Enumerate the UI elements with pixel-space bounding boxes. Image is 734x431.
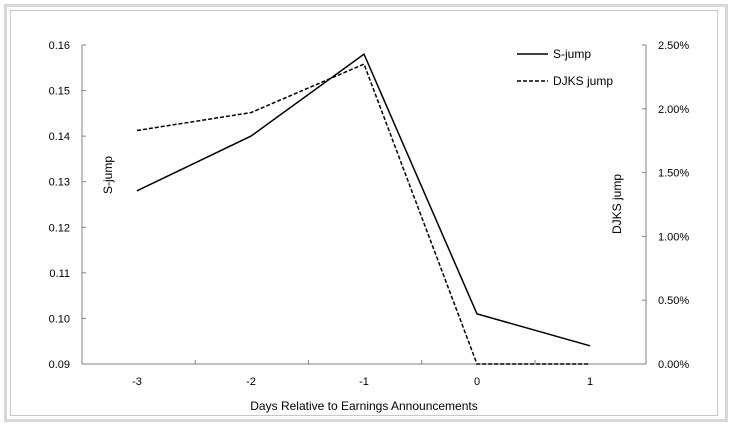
y-tick-label-left: 0.10 [49, 313, 70, 325]
chart-area-border [10, 10, 718, 416]
y-tick-label-left: 0.11 [49, 268, 70, 280]
legend-label: S-jump [553, 47, 591, 61]
x-axis-label: Days Relative to Earnings Announcements [250, 399, 477, 413]
axes: 0.16 0.15 0.14 0.13 0.12 0.11 0.10 0.09 2.50% 2.0… [49, 40, 690, 388]
x-tick-label: 1 [587, 376, 593, 388]
series-line-s-jump [136, 52, 591, 347]
y-tick-label-right: 2.00% [658, 104, 689, 116]
x-tick-label: -2 [246, 376, 256, 388]
y-tick-label-left: 0.15 [49, 86, 70, 98]
x-tick-label: -1 [359, 376, 369, 388]
y-tick-label-left: 0.09 [49, 359, 70, 371]
legend: S-jump DJKS jump [517, 47, 613, 88]
y-tick-label-right: 0.00% [658, 359, 689, 371]
series-line-djks-jump [136, 63, 590, 365]
y-tick-label-left: 0.14 [49, 131, 70, 143]
chart-frame [4, 4, 728, 422]
y-tick-label-left: 0.16 [49, 40, 70, 52]
y-tick-label-right: 0.50% [658, 295, 689, 307]
y-tick-label-left: 0.13 [49, 177, 70, 189]
series-lines [136, 52, 591, 365]
y-tick-label-right: 1.00% [658, 231, 689, 243]
y-axis-label-left: S-jump [101, 156, 115, 194]
legend-label: DJKS jump [553, 74, 613, 88]
y-tick-label-right: 2.50% [658, 40, 689, 52]
y-axis-label-right: DJKS jump [610, 174, 624, 234]
y-tick-label-right: 1.50% [658, 168, 689, 180]
x-tick-label: -3 [132, 376, 142, 388]
x-tick-label: 0 [474, 376, 480, 388]
y-tick-label-left: 0.12 [49, 222, 70, 234]
